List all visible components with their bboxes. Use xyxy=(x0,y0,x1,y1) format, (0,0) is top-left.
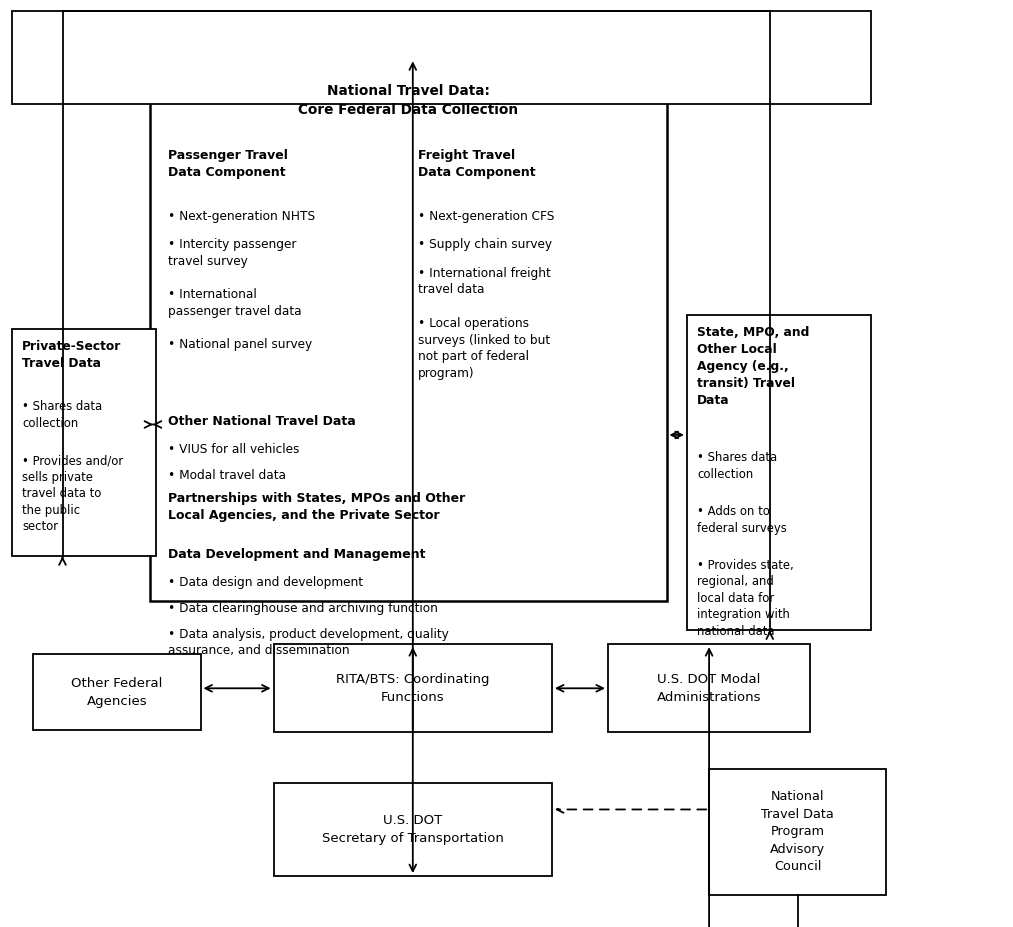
Text: • Modal travel data: • Modal travel data xyxy=(168,469,286,482)
Bar xyxy=(608,644,810,732)
Text: • Shares data
collection: • Shares data collection xyxy=(697,451,777,481)
Text: U.S. DOT Modal
Administrations: U.S. DOT Modal Administrations xyxy=(656,673,762,704)
Text: Private-Sector
Travel Data: Private-Sector Travel Data xyxy=(22,340,122,370)
Bar xyxy=(150,58,667,601)
Bar xyxy=(12,11,871,104)
Text: • VIUS for all vehicles: • VIUS for all vehicles xyxy=(168,443,300,456)
Text: Passenger Travel
Data Component: Passenger Travel Data Component xyxy=(168,149,288,179)
Text: • Shares data
collection: • Shares data collection xyxy=(22,400,102,430)
Text: • Data analysis, product development, quality
assurance, and dissemination: • Data analysis, product development, qu… xyxy=(168,628,449,657)
Bar xyxy=(709,769,886,895)
Text: Freight Travel
Data Component: Freight Travel Data Component xyxy=(418,149,536,179)
Text: • Intercity passenger
travel survey: • Intercity passenger travel survey xyxy=(168,238,297,268)
Text: • Supply chain survey: • Supply chain survey xyxy=(418,238,552,251)
Bar xyxy=(33,654,201,730)
Text: Data Development and Management: Data Development and Management xyxy=(168,548,425,561)
Bar xyxy=(274,783,552,876)
Text: Other Federal
Agencies: Other Federal Agencies xyxy=(71,677,163,708)
Text: Other National Travel Data: Other National Travel Data xyxy=(168,415,356,428)
Text: • Provides and/or
sells private
travel data to
the public
sector: • Provides and/or sells private travel d… xyxy=(22,454,124,533)
Text: • National panel survey: • National panel survey xyxy=(168,338,312,351)
Text: State, MPO, and
Other Local
Agency (e.g.,
transit) Travel
Data: State, MPO, and Other Local Agency (e.g.… xyxy=(697,326,809,407)
Bar xyxy=(274,644,552,732)
Text: • Local operations
surveys (linked to but
not part of federal
program): • Local operations surveys (linked to bu… xyxy=(418,317,550,379)
Bar xyxy=(687,315,871,630)
Text: U.S. DOT
Secretary of Transportation: U.S. DOT Secretary of Transportation xyxy=(322,814,503,845)
Text: RITA/BTS: Coordinating
Functions: RITA/BTS: Coordinating Functions xyxy=(336,673,489,704)
Text: National Travel Data:
Core Federal Data Collection: National Travel Data: Core Federal Data … xyxy=(298,84,519,118)
Text: • International
passenger travel data: • International passenger travel data xyxy=(168,288,302,318)
Text: • Adds on to
federal surveys: • Adds on to federal surveys xyxy=(697,505,787,535)
Text: Partnerships with States, MPOs and Other
Local Agencies, and the Private Sector: Partnerships with States, MPOs and Other… xyxy=(168,492,465,522)
Text: • Provides state,
regional, and
local data for
integration with
national data: • Provides state, regional, and local da… xyxy=(697,559,794,638)
Text: • Next-generation CFS: • Next-generation CFS xyxy=(418,210,555,222)
Text: National
Travel Data
Program
Advisory
Council: National Travel Data Program Advisory Co… xyxy=(762,791,834,873)
Text: • Data clearinghouse and archiving function: • Data clearinghouse and archiving funct… xyxy=(168,602,438,615)
Bar xyxy=(12,329,156,556)
Text: • Next-generation NHTS: • Next-generation NHTS xyxy=(168,210,315,222)
Text: • International freight
travel data: • International freight travel data xyxy=(418,267,551,297)
Text: • Data design and development: • Data design and development xyxy=(168,576,363,589)
